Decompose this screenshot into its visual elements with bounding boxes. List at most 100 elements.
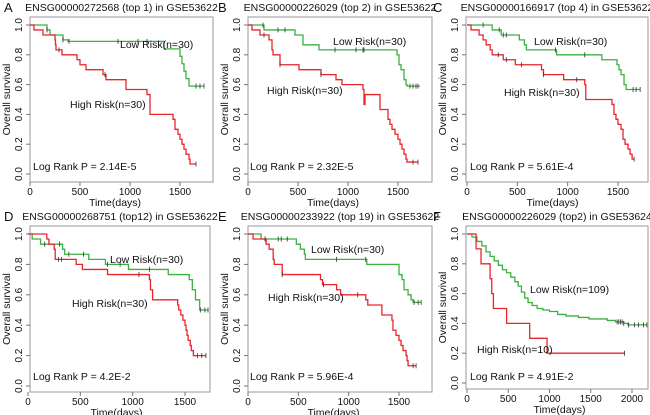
x-tick-label: 0 bbox=[464, 187, 470, 198]
panel-c: C ENSG00000166917 (top 4) in GSE536220.00… bbox=[433, 0, 650, 209]
high-risk-label: High Risk(n=30) bbox=[70, 99, 146, 111]
log-rank-p-value: Log Rank P = 2.32E-5 bbox=[250, 161, 354, 173]
x-tick-label: 1500 bbox=[174, 397, 197, 408]
panel-f: F ENSG00000226029 (top2) in GSE53624 0.0 0.… bbox=[433, 209, 650, 415]
high-risk-label: High Risk(n=30) bbox=[504, 87, 580, 99]
y-tick-label: 0.4 bbox=[232, 107, 243, 121]
panel-letter: D bbox=[4, 209, 13, 224]
x-axis-label: Time(days) bbox=[533, 404, 585, 415]
panel-letter: C bbox=[433, 0, 442, 15]
y-tick-label: 0.8 bbox=[450, 47, 461, 61]
x-tick-label: 1000 bbox=[122, 397, 145, 408]
plot-frame bbox=[465, 225, 649, 390]
x-tick-label: 1000 bbox=[538, 394, 561, 405]
log-rank-p-value: Log Rank P = 4.2E-2 bbox=[33, 371, 131, 383]
y-tick-label: 0.6 bbox=[450, 286, 461, 300]
panel-title: ENSG00000268751 (top12) in GSE53622 bbox=[22, 211, 218, 223]
y-tick-label: 0.8 bbox=[14, 257, 25, 271]
x-tick-label: 1500 bbox=[607, 187, 630, 198]
low-risk-curve bbox=[30, 24, 204, 87]
y-tick-label: 0.2 bbox=[450, 137, 461, 151]
x-tick-label: 500 bbox=[290, 397, 307, 408]
y-tick-label: 1.0 bbox=[450, 227, 461, 241]
y-tick-label: 0.2 bbox=[14, 348, 25, 362]
plot-frame bbox=[29, 16, 214, 183]
y-tick-label: 1.0 bbox=[14, 227, 25, 241]
y-tick-label: 0.6 bbox=[232, 77, 243, 91]
panel-title: ENSG00000166917 (top 4) in GSE53622 bbox=[461, 2, 650, 14]
plot-frame bbox=[465, 16, 649, 183]
y-tick-label: 0.0 bbox=[232, 379, 243, 393]
high-risk-label: High Risk(n=10) bbox=[477, 344, 553, 356]
y-tick-label: 0.6 bbox=[232, 287, 243, 301]
low-risk-curve bbox=[248, 233, 422, 304]
x-tick-label: 1000 bbox=[337, 187, 360, 198]
x-tick-label: 0 bbox=[25, 397, 31, 408]
plot-frame bbox=[29, 225, 211, 393]
y-tick-label: 0.8 bbox=[232, 257, 243, 271]
x-tick-label: 1500 bbox=[388, 397, 411, 408]
high-risk-curve bbox=[248, 24, 418, 163]
y-tick-label: 0.4 bbox=[232, 318, 243, 332]
low-risk-label: Low Risk(n=30) bbox=[534, 36, 607, 48]
x-tick-label: 500 bbox=[509, 187, 526, 198]
x-tick-label: 1000 bbox=[119, 187, 142, 198]
x-tick-label: 500 bbox=[72, 397, 89, 408]
y-axis-label: Overall survival bbox=[219, 273, 231, 345]
panel-letter: E bbox=[218, 209, 227, 224]
y-tick-label: 0.0 bbox=[450, 167, 461, 181]
low-risk-curve bbox=[28, 233, 209, 311]
low-risk-label: Low Risk(n=109) bbox=[530, 284, 609, 296]
panel-title: ENSG00000233922 (top 19) in GSE53622 bbox=[241, 211, 440, 223]
log-rank-p-value: Log Rank P = 2.14E-5 bbox=[33, 161, 137, 173]
y-tick-label: 1.0 bbox=[450, 18, 461, 32]
x-tick-label: 1500 bbox=[169, 187, 192, 198]
low-risk-label: Low Risk(n=30) bbox=[110, 254, 183, 266]
y-axis-label: Overall survival bbox=[437, 64, 449, 136]
y-tick-label: 1.0 bbox=[232, 18, 243, 32]
y-tick-label: 0.8 bbox=[14, 47, 25, 61]
x-axis-label: Time(days) bbox=[526, 197, 578, 209]
panel-letter: F bbox=[433, 209, 441, 224]
low-risk-label: Low Risk(n=30) bbox=[120, 39, 193, 51]
x-axis-label: Time(days) bbox=[89, 197, 141, 209]
x-axis-label: Time(days) bbox=[90, 407, 142, 415]
panel-letter: A bbox=[4, 0, 13, 15]
low-risk-curve bbox=[467, 24, 641, 91]
x-tick-label: 500 bbox=[290, 187, 307, 198]
x-tick-label: 0 bbox=[245, 397, 251, 408]
x-axis-label: Time(days) bbox=[307, 197, 359, 209]
x-axis-label: Time(days) bbox=[307, 407, 359, 415]
panel-d: D ENSG00000268751 (top12) in GSE536220.00… bbox=[1, 209, 218, 415]
y-axis-label: Overall survival bbox=[219, 64, 231, 136]
plot-frame bbox=[247, 16, 433, 183]
high-risk-label: High Risk(n=30) bbox=[268, 292, 344, 304]
y-tick-label: 0.8 bbox=[450, 256, 461, 270]
high-risk-curve bbox=[28, 233, 206, 357]
low-risk-label: Low Risk(n=30) bbox=[333, 36, 406, 48]
panel-letter: B bbox=[218, 0, 227, 15]
y-tick-label: 0.6 bbox=[14, 77, 25, 91]
x-tick-label: 500 bbox=[500, 394, 517, 405]
low-risk-label: Low Risk(n=30) bbox=[311, 244, 384, 256]
y-tick-label: 0.2 bbox=[14, 137, 25, 151]
y-tick-label: 1.0 bbox=[14, 18, 25, 32]
log-rank-p-value: Log Rank P = 5.96E-4 bbox=[250, 371, 354, 383]
panel-title: ENSG00000226029 (top2) in GSE53624 bbox=[462, 211, 650, 223]
high-risk-label: High Risk(n=30) bbox=[267, 85, 343, 97]
panel-e: E ENSG00000233922 (top 19) in GSE53622 0.0… bbox=[218, 209, 439, 415]
y-tick-label: 1.0 bbox=[232, 227, 243, 241]
high-risk-curve bbox=[248, 233, 417, 367]
high-risk-curve bbox=[467, 233, 625, 354]
y-tick-label: 0.4 bbox=[14, 107, 25, 121]
y-axis-label: Overall survival bbox=[437, 272, 449, 344]
y-axis-label: Overall survival bbox=[1, 64, 13, 136]
x-tick-label: 2000 bbox=[621, 394, 644, 405]
x-tick-label: 1000 bbox=[338, 397, 361, 408]
low-risk-curve bbox=[467, 233, 647, 326]
x-tick-label: 1000 bbox=[557, 187, 580, 198]
x-tick-label: 500 bbox=[72, 187, 89, 198]
y-tick-label: 0.4 bbox=[14, 318, 25, 332]
x-tick-label: 1500 bbox=[387, 187, 410, 198]
